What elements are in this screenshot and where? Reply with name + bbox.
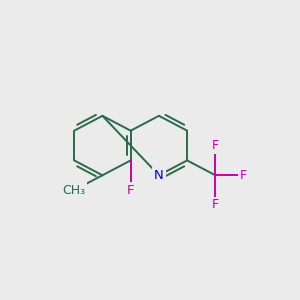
Text: F: F [240,169,247,182]
Text: F: F [127,184,134,196]
Text: CH₃: CH₃ [63,184,86,196]
Text: F: F [212,199,219,212]
Text: F: F [212,139,219,152]
Text: N: N [154,169,164,182]
